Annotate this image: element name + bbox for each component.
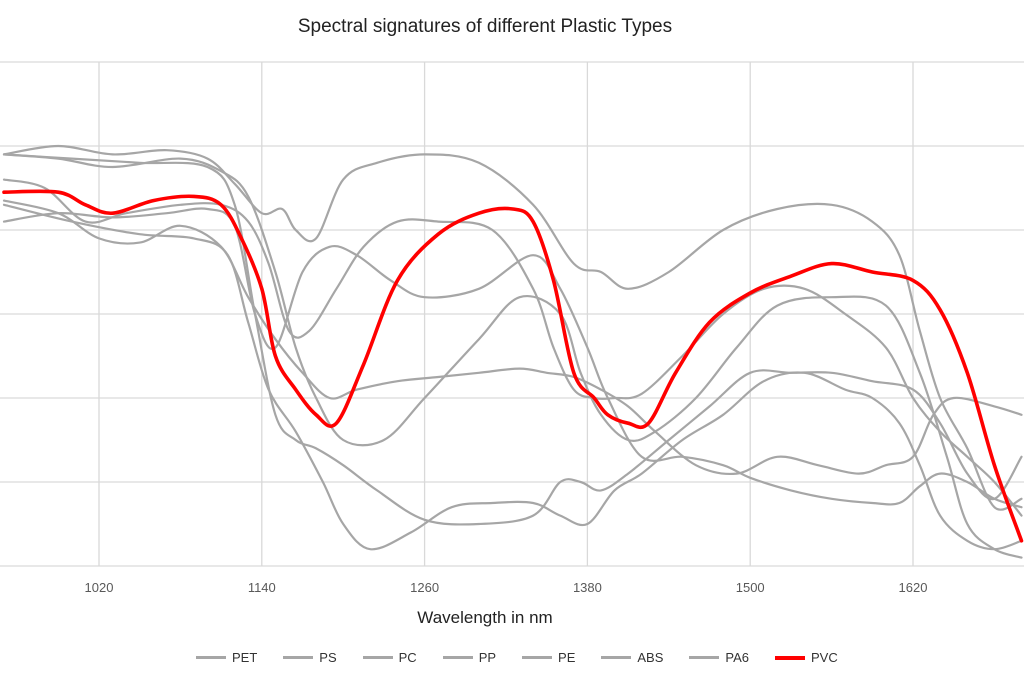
series-line-abs [2,178,1023,517]
legend-swatch [442,656,473,659]
series-line-pvc [2,189,1024,543]
grid-lines [0,61,1024,567]
legend-item-pe: PE [522,650,575,665]
x-axis-title: Wavelength in nm [417,608,553,627]
x-tick-label: 1620 [899,580,928,595]
legend-item-pvc: PVC [775,650,838,665]
x-axis-ticks: 1020 1140 1260 1380 1500 1620 [85,580,928,595]
legend: PET PS PC PP PE ABS PA6 PVC [196,650,864,665]
legend-item-pp: PP [442,650,497,665]
legend-item-pc: PC [362,650,417,665]
legend-item-ps: PS [283,650,337,665]
series-line-pa6 [2,144,1023,511]
x-tick-label: 1140 [248,580,276,595]
legend-swatch [196,656,226,659]
series-lines [2,144,1024,559]
legend-label: PC [398,650,417,665]
legend-swatch [362,656,393,659]
legend-label: PE [558,650,576,665]
legend-label: PA6 [725,650,750,665]
legend-item-abs: ABS [601,650,663,665]
legend-label: PVC [811,650,838,665]
legend-label: PET [232,650,258,665]
series-line-pp [2,199,1023,476]
x-tick-label: 1020 [85,580,114,595]
legend-label: PP [478,650,497,665]
chart-title: Spectral signatures of different Plastic… [297,16,673,37]
legend-label: ABS [637,650,664,665]
legend-swatch [601,656,632,659]
legend-swatch [775,655,806,660]
x-tick-label: 1500 [736,580,765,595]
legend-swatch [522,656,553,659]
series-line-pc [2,203,1023,551]
legend-item-pet: PET [196,650,257,665]
x-tick-label: 1260 [410,580,439,595]
x-tick-label: 1380 [573,580,602,595]
legend-label: PS [319,650,337,665]
legend-swatch [689,656,720,659]
legend-item-pa6: PA6 [689,650,749,665]
legend-swatch [283,656,314,659]
